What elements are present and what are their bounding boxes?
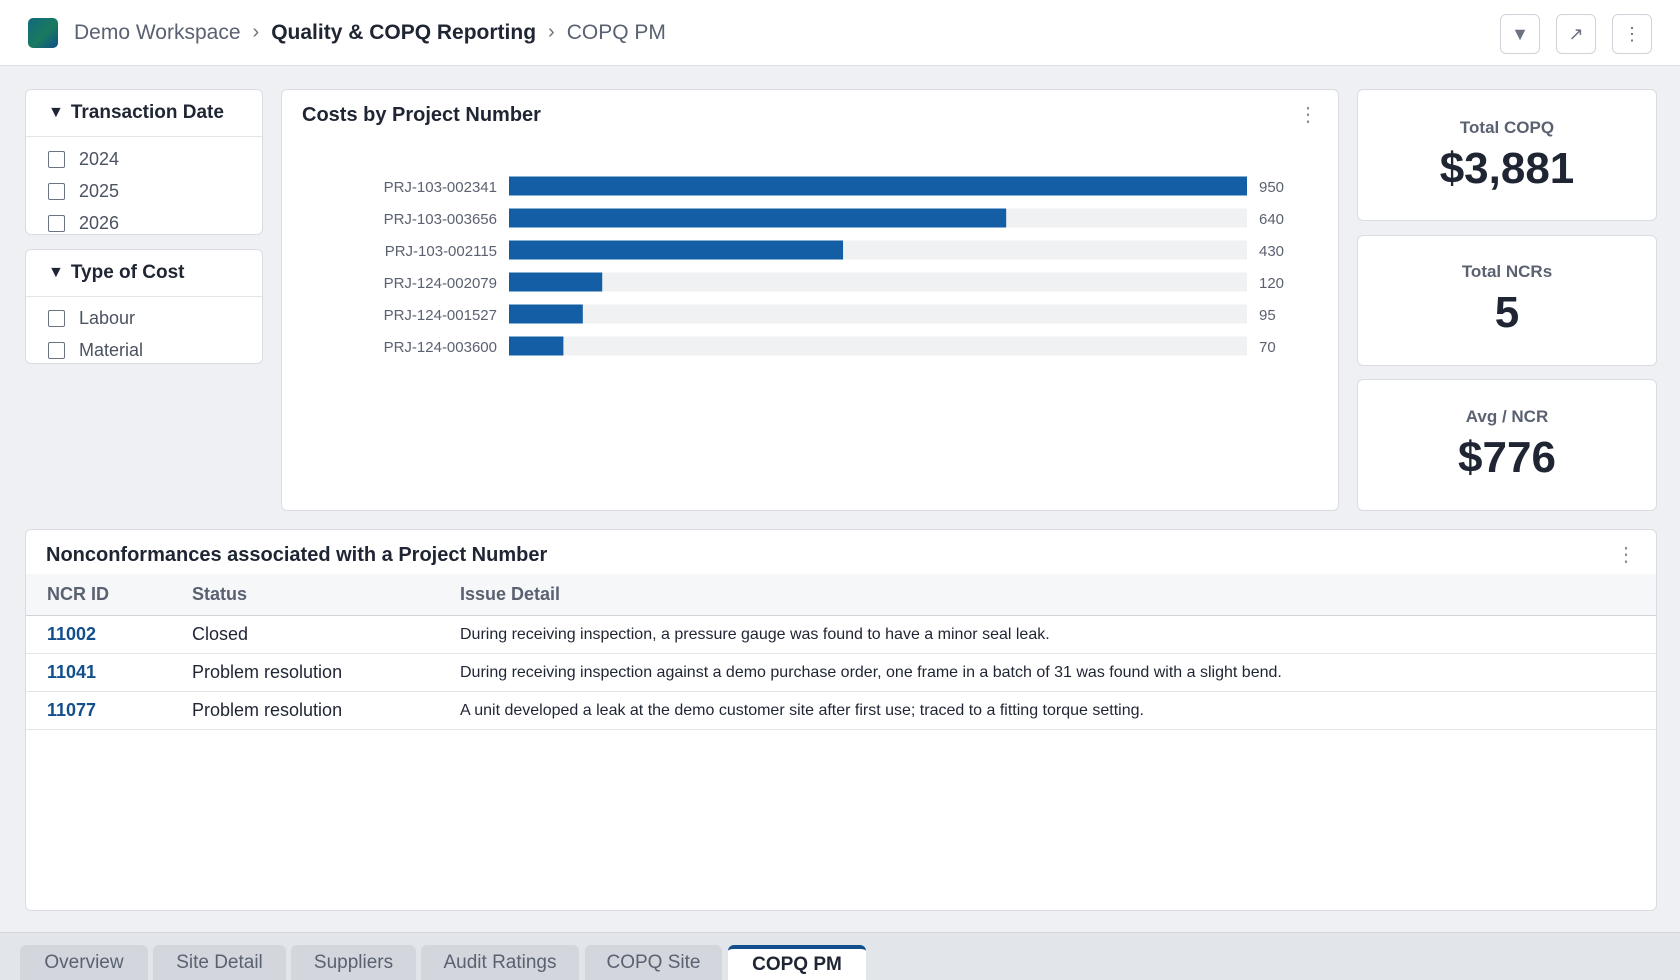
breadcrumb-separator: › [252,21,260,43]
bar-track [509,272,1247,292]
ncr-id-link[interactable]: 11077 [47,700,97,720]
kpi-label: Total COPQ [1459,118,1555,137]
column-header-ncr-id[interactable]: NCR ID [47,584,109,604]
bar-chart: PRJ-103-002341 950 PRJ-103-003656 640 PRJ-10… [384,176,1284,356]
expand-button[interactable]: ↗ [1556,14,1596,54]
category-label: PRJ-124-001527 [384,307,497,324]
breadcrumb-separator: › [548,21,555,43]
checkbox[interactable] [48,214,65,232]
filter-option-2026[interactable]: 2026 [26,207,262,239]
bar[interactable] [509,176,1247,196]
tab-suppliers[interactable]: Suppliers [291,945,416,980]
filter-button[interactable]: ▼ [1500,14,1540,54]
issue-detail-cell: During receiving inspection against a de… [460,663,1282,681]
chart-title: Costs by Project Number [302,104,541,126]
kpi-label: Avg / NCR [1465,407,1549,426]
caret-down-icon: ▼ [48,104,64,121]
kpi-total-copq: Total COPQ $3,881 [1357,89,1657,221]
ncr-id-link[interactable]: 11002 [47,624,97,644]
column-header-status[interactable]: Status [192,584,248,604]
ncr-id-link[interactable]: 11041 [47,662,97,682]
bar[interactable] [509,208,1007,228]
table-row: 11002 Closed During receiving inspection… [26,616,1656,654]
checkbox[interactable] [48,341,65,359]
filter-option-label: Labour [79,307,136,328]
table-row: 11077 Problem resolution A unit develope… [26,692,1656,730]
bar-track [509,336,1247,356]
issue-detail-cell: During receiving inspection, a pressure … [460,625,1050,643]
status-cell: Problem resolution [192,662,343,682]
bar-value-label: 430 [1259,243,1284,260]
workspace-logo[interactable] [28,17,58,48]
kpi-total-ncrs: Total NCRs 5 [1357,235,1657,366]
filter-type-of-cost-header[interactable]: ▼ Type of Cost [26,250,262,297]
bar[interactable] [509,336,564,356]
checkbox[interactable] [48,309,65,327]
bar-value-label: 95 [1259,307,1276,324]
tab-copq-pm[interactable]: COPQ PM [728,945,866,980]
filter-option-label: Material [79,339,144,360]
breadcrumb-workspace[interactable]: Demo Workspace [74,20,241,44]
checkbox[interactable] [48,182,65,200]
breadcrumb-page: COPQ PM [566,20,666,44]
table-title: Nonconformances associated with a Projec… [46,544,548,566]
bar-value-label: 120 [1259,275,1284,292]
top-bar: Demo Workspace › Quality & COPQ Reportin… [0,0,1680,66]
status-cell: Problem resolution [192,700,343,720]
filter-option-labour[interactable]: Labour [26,302,262,334]
tab-audit-ratings[interactable]: Audit Ratings [421,945,579,980]
caret-down-icon: ▼ [48,264,64,281]
column-header-issue-detail[interactable]: Issue Detail [460,584,561,604]
category-label: PRJ-124-003600 [384,339,497,356]
bar[interactable] [509,304,583,324]
filter-option-label: 2024 [79,148,120,169]
bar[interactable] [509,240,844,260]
issue-detail-cell: A unit developed a leak at the demo cust… [460,701,1144,719]
filter-option-label: 2025 [79,180,120,201]
expand-icon: ↗ [1568,23,1584,44]
filter-transaction-date: ▼ Transaction Date 2024 2025 2026 [25,89,263,235]
category-label: PRJ-103-002115 [385,243,497,260]
chart-menu-icon[interactable]: ⋮ [1298,104,1318,126]
table-header: NCR ID Status Issue Detail [26,574,1656,616]
more-button[interactable]: ⋮ [1612,14,1652,54]
kpi-label: Total NCRs [1461,262,1553,281]
category-label: PRJ-103-002341 [384,179,497,196]
tab-site-detail[interactable]: Site Detail [153,945,286,980]
bar-track [509,304,1247,324]
filter-option-2024[interactable]: 2024 [26,143,262,175]
bar-value-label: 640 [1259,211,1284,228]
filter-title: Transaction Date [70,102,224,123]
ncr-table-card: Nonconformances associated with a Projec… [25,529,1657,911]
table-menu-icon[interactable]: ⋮ [1616,544,1636,566]
filter-title: Type of Cost [70,262,185,283]
bar-value-label: 70 [1259,339,1276,356]
category-label: PRJ-103-003656 [384,211,497,228]
filter-option-label: 2026 [79,212,120,233]
kpi-value: $776 [1458,433,1556,482]
kpi-value: $3,881 [1439,144,1575,193]
table-row: 11041 Problem resolution During receivin… [26,654,1656,692]
filter-type-of-cost: ▼ Type of Cost Labour Material [25,249,263,364]
filter-transaction-date-header[interactable]: ▼ Transaction Date [26,90,262,137]
category-label: PRJ-124-002079 [384,275,497,292]
tab-overview[interactable]: Overview [20,945,148,980]
breadcrumb-report[interactable]: Quality & COPQ Reporting [271,20,537,44]
kpi-avg-ncr: Avg / NCR $776 [1357,379,1657,511]
page-tabs: Overview Site Detail Suppliers Audit Rat… [0,932,1680,980]
chart-card: Costs by Project Number ⋮ PRJ-103-002341… [281,89,1339,511]
filter-icon: ▼ [1511,23,1529,44]
more-icon: ⋮ [1623,23,1641,44]
filter-option-2025[interactable]: 2025 [26,175,262,207]
bar[interactable] [509,272,603,292]
filter-option-material[interactable]: Material [26,334,262,366]
bar-value-label: 950 [1259,179,1284,196]
kpi-value: 5 [1494,288,1520,337]
checkbox[interactable] [48,150,65,168]
tab-copq-site[interactable]: COPQ Site [585,945,722,980]
status-cell: Closed [192,624,249,644]
